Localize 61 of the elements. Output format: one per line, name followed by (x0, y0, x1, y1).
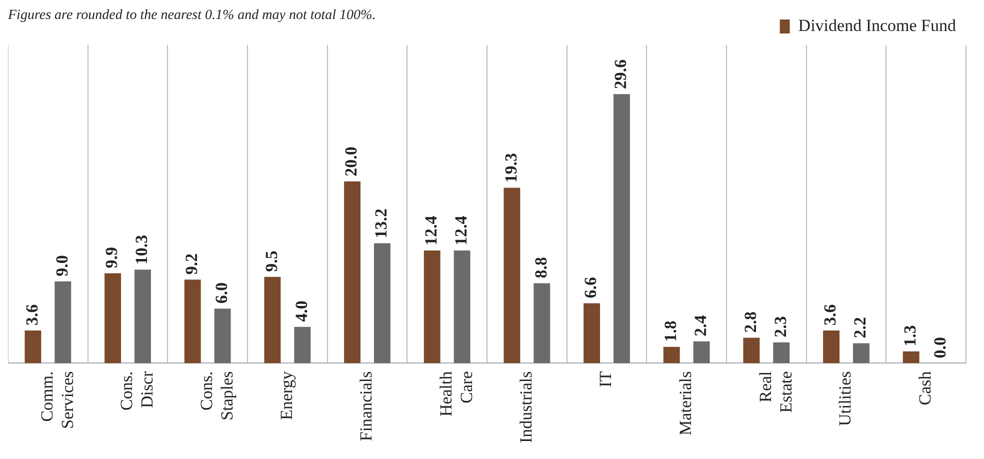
x-tick-label: Cons. Discr (117, 370, 157, 410)
bar (184, 280, 201, 364)
data-label: 1.3 (900, 325, 920, 346)
x-tick-label: Cons. Staples (197, 371, 236, 420)
bar (344, 181, 361, 364)
bar (743, 338, 760, 364)
data-label: 2.2 (850, 316, 870, 338)
legend-label: Dividend Income Fund (798, 16, 956, 35)
data-label: 12.4 (451, 215, 470, 246)
data-label: 2.8 (740, 312, 760, 333)
bar (613, 94, 630, 364)
data-label: 29.6 (611, 59, 630, 90)
x-tick-label: Materials (676, 371, 696, 436)
data-label: 3.6 (22, 304, 42, 326)
data-label: 9.5 (262, 250, 281, 272)
x-tick-label: Industrials (516, 371, 536, 444)
bar (902, 351, 920, 364)
x-tick-label: Energy (276, 370, 296, 420)
data-label: 9.0 (52, 255, 72, 276)
data-label: 6.6 (581, 276, 600, 298)
x-tick-label: Cash (916, 370, 935, 406)
bar (773, 342, 790, 364)
data-label: 9.2 (182, 253, 202, 275)
bar (504, 188, 520, 364)
x-tick-label: Utilities (836, 371, 855, 426)
data-label: 1.8 (661, 320, 680, 342)
bar (264, 276, 281, 364)
data-label: 8.8 (531, 256, 550, 278)
bar (534, 283, 550, 364)
data-label: 19.3 (501, 153, 520, 183)
bar (54, 281, 72, 364)
data-label: 6.0 (212, 282, 231, 304)
bar (214, 308, 231, 364)
data-label: 13.2 (372, 208, 391, 238)
bar (424, 250, 440, 364)
data-label: 12.4 (422, 215, 441, 246)
bar (24, 330, 42, 364)
x-tick-label: Comm. Services (37, 371, 77, 429)
bar (663, 346, 680, 364)
x-tick-label: Financials (356, 371, 376, 442)
data-label: 2.3 (770, 316, 790, 338)
data-label: 4.0 (292, 300, 311, 322)
bar (104, 273, 122, 364)
bar (374, 243, 390, 364)
x-tick-label: Health Care (436, 370, 476, 417)
bar (454, 250, 470, 364)
bar (852, 343, 870, 364)
x-tick-label: Real Estate (756, 370, 796, 413)
data-label: 9.9 (102, 246, 122, 268)
data-label: 10.3 (132, 234, 152, 265)
data-label: 20.0 (342, 146, 361, 176)
bar (693, 341, 710, 364)
bar (584, 303, 600, 364)
x-tick-label: IT (596, 370, 616, 388)
bar (134, 270, 151, 364)
data-label: 0.0 (930, 336, 950, 358)
bar (823, 330, 840, 364)
data-label: 2.4 (690, 314, 710, 336)
text: Figures are rounded to the nearest 0.1% and may not total 100%. (8, 8, 376, 24)
bar (294, 326, 311, 364)
data-label: 3.6 (820, 304, 840, 326)
